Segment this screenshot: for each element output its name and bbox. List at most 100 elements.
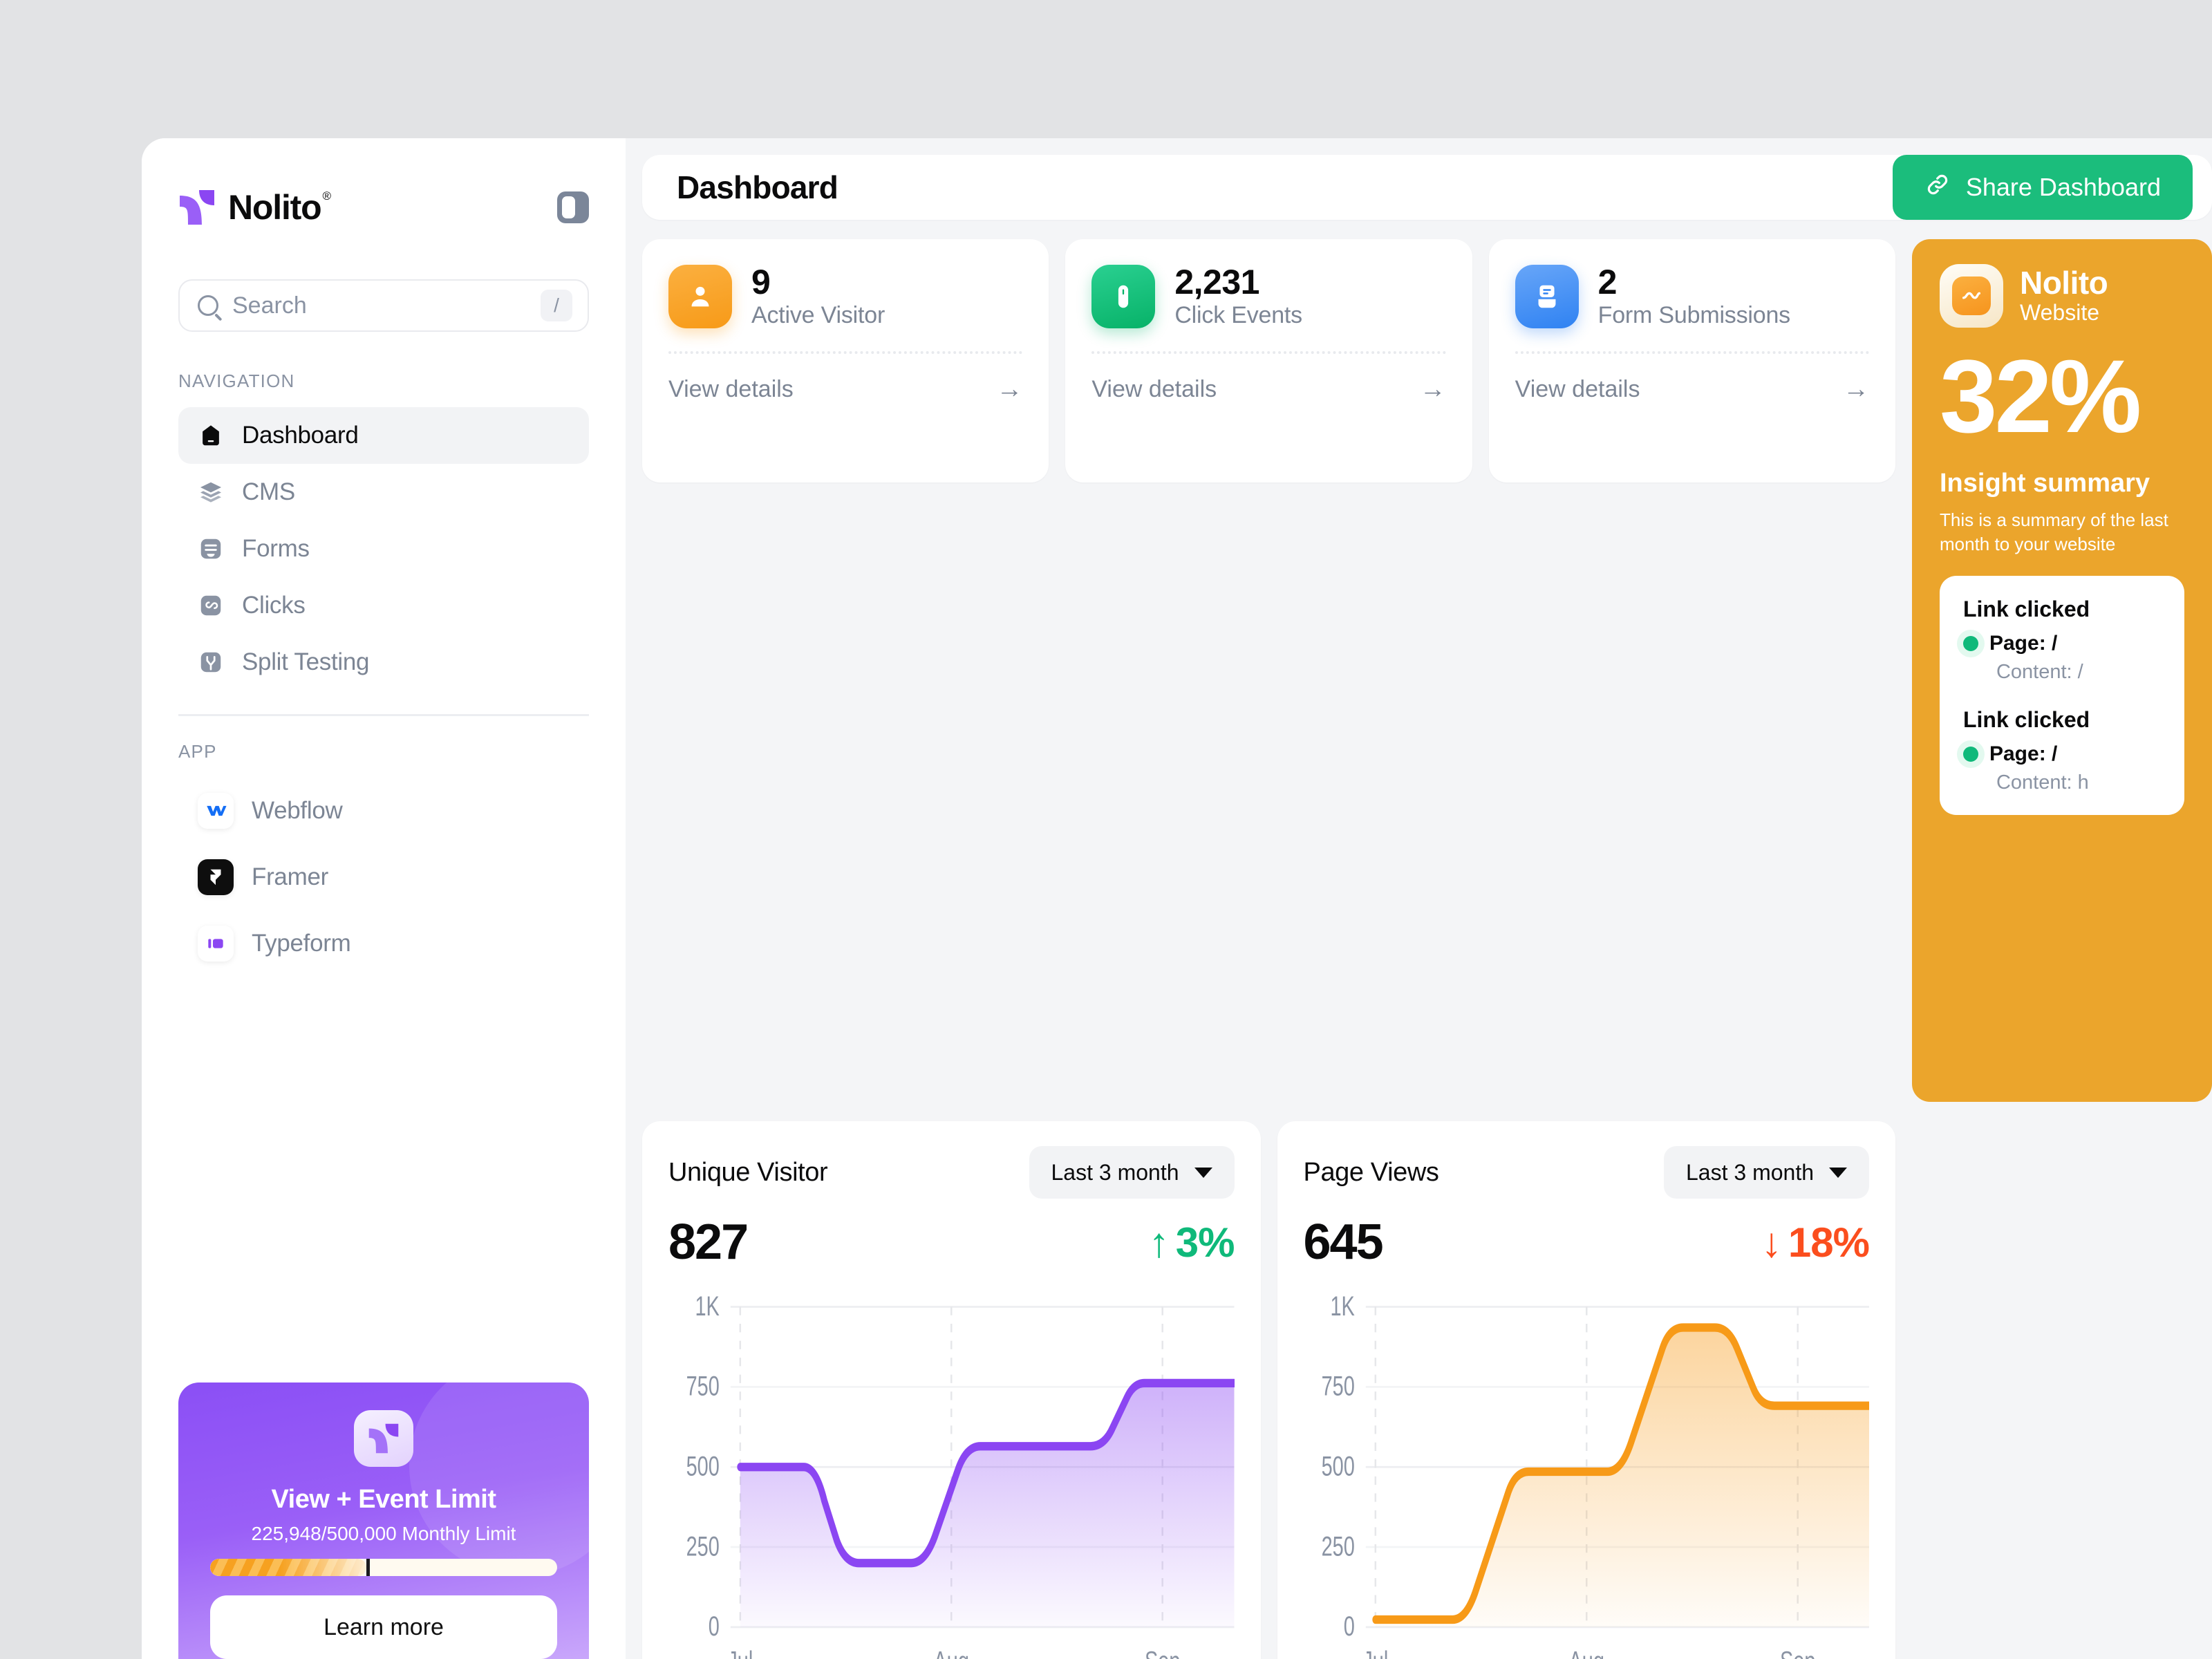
chart-title: Unique Visitor (668, 1157, 828, 1187)
sidebar-item-dashboard[interactable]: Dashboard (178, 407, 589, 464)
view-details-label: View details (1091, 375, 1217, 402)
sidebar-divider (178, 714, 589, 716)
share-dashboard-button[interactable]: Share Dashboard (1892, 155, 2193, 220)
app-item-webflow[interactable]: Webflow (178, 778, 589, 844)
app-item-typeform[interactable]: Typeform (178, 910, 589, 977)
view-details-link[interactable]: View details → (1091, 376, 1445, 403)
framer-logo-icon (198, 859, 234, 895)
search-input[interactable]: Search / (178, 279, 589, 332)
svg-text:250: 250 (686, 1532, 720, 1562)
app-window: Nolito ® Search / NAVIGATION Dashboard (142, 138, 2212, 1659)
view-details-label: View details (1515, 375, 1640, 402)
sidebar-item-label: Dashboard (242, 422, 359, 449)
svg-text:750: 750 (1321, 1371, 1354, 1401)
view-details-label: View details (668, 375, 794, 402)
svg-text:750: 750 (686, 1371, 720, 1401)
user-icon (668, 264, 732, 328)
insight-head: Nolito Website (1939, 264, 2184, 328)
sidebar-collapse-toggle-icon[interactable] (557, 191, 589, 223)
wave-icon (1951, 276, 1991, 315)
svg-text:Aug: Aug (1568, 1647, 1604, 1659)
analytics-icon (1939, 264, 2003, 328)
usage-progress-fill (210, 1559, 366, 1577)
sidebar-item-forms[interactable]: Forms (178, 521, 589, 577)
stat-head: 9 Active Visitor (668, 264, 1022, 329)
svg-text:Sep: Sep (1145, 1647, 1180, 1659)
range-selector-unique-visitor[interactable]: Last 3 month (1029, 1146, 1235, 1199)
usage-promo-card: View + Event Limit 225,948/500,000 Month… (178, 1382, 589, 1659)
chart-title: Page Views (1303, 1157, 1439, 1187)
status-dot-icon (1962, 636, 1978, 652)
stat-label: Click Events (1174, 301, 1302, 328)
range-label: Last 3 month (1686, 1159, 1814, 1185)
chart-delta-value: 3% (1175, 1219, 1235, 1266)
app-item-label: Framer (252, 863, 328, 890)
spacer (1963, 684, 2161, 707)
promo-logo-icon (354, 1410, 413, 1468)
stat-label: Form Submissions (1597, 301, 1791, 328)
arrow-right-icon: → (996, 375, 1023, 404)
app-item-framer[interactable]: Framer (178, 844, 589, 910)
stat-card-click-events: 2,231 Click Events View details → (1065, 239, 1472, 482)
stat-label: Active Visitor (751, 301, 885, 328)
share-dashboard-label: Share Dashboard (1965, 173, 2161, 201)
page-title: Dashboard (677, 169, 838, 205)
chart-value-row: 827 ↑ 3% (668, 1214, 1235, 1271)
usage-progress-bar (210, 1559, 557, 1577)
form-icon (198, 536, 224, 562)
stat-divider (1091, 350, 1446, 354)
svg-text:Sep: Sep (1779, 1647, 1815, 1659)
learn-more-button[interactable]: Learn more (210, 1595, 557, 1659)
insight-site-name: Nolito (2019, 265, 2108, 301)
insight-body: This is a summary of the last month to y… (1939, 509, 2168, 555)
click-icon (198, 592, 224, 619)
home-icon (198, 422, 224, 449)
insight-event: Link clicked Page: / Content: h (1962, 707, 2161, 794)
chart-head: Unique Visitor Last 3 month (668, 1146, 1235, 1199)
app-section-label: APP (178, 740, 217, 762)
svg-text:500: 500 (686, 1452, 720, 1481)
insight-events-list: Link clicked Page: / Content: / Link cli… (1939, 576, 2184, 816)
range-selector-page-views[interactable]: Last 3 month (1664, 1146, 1869, 1199)
view-details-link[interactable]: View details → (668, 376, 1022, 403)
view-details-link[interactable]: View details → (1515, 376, 1869, 403)
chart-value: 827 (668, 1215, 749, 1270)
stat-card-active-visitor: 9 Active Visitor View details → (642, 239, 1049, 482)
insight-site-sub: Website (2019, 299, 2099, 325)
inbox-icon (1515, 264, 1579, 328)
event-page-row: Page: / (1962, 632, 2161, 655)
arrow-right-icon: → (1419, 375, 1446, 404)
event-title: Link clicked (1962, 707, 2090, 733)
chart-plot-unique-visitor: 1K 750 500 250 0 Jul Aug Sep (668, 1290, 1235, 1659)
event-content: Content: h (1996, 771, 2089, 794)
arrow-down-icon: ↓ (1761, 1219, 1782, 1266)
svg-text:1K: 1K (695, 1292, 719, 1322)
app-item-label: Webflow (252, 796, 343, 824)
sidebar-item-cms[interactable]: CMS (178, 464, 589, 521)
insight-event: Link clicked Page: / Content: / (1962, 597, 2161, 684)
stat-divider (668, 350, 1023, 354)
mouse-icon (1091, 264, 1156, 328)
topbar: Dashboard Share Dashboard (642, 155, 2212, 220)
sidebar-item-split-testing[interactable]: Split Testing (178, 634, 589, 691)
sidebar-item-label: Clicks (242, 592, 306, 619)
chart-delta: ↑ 3% (1149, 1219, 1235, 1266)
app-item-label: Typeform (252, 929, 351, 957)
typeform-logo-icon (198, 925, 234, 962)
search-shortcut-key: / (541, 290, 572, 321)
sidebar-item-clicks[interactable]: Clicks (178, 577, 589, 634)
chart-value-row: 645 ↓ 18% (1304, 1214, 1871, 1271)
link-icon (1924, 171, 1951, 204)
svg-text:1K: 1K (1330, 1292, 1354, 1322)
stat-cards-row: 9 Active Visitor View details → 2,231 (642, 239, 2212, 1102)
promo-title: View + Event Limit (271, 1485, 496, 1515)
svg-text:0: 0 (1343, 1612, 1354, 1642)
webflow-logo-icon (198, 792, 234, 829)
promo-usage: 225,948/500,000 Monthly Limit (251, 1523, 516, 1545)
nolito-logo-icon (178, 189, 216, 226)
stat-head: 2 Form Submissions (1515, 264, 1869, 329)
insight-summary-panel: Nolito Website 32% Insight summary This … (1911, 239, 2212, 1102)
nav-list: Dashboard CMS Forms Clicks (178, 407, 589, 691)
brand-name: Nolito ® (228, 188, 331, 227)
insight-big-value: 32% (1939, 338, 2141, 454)
